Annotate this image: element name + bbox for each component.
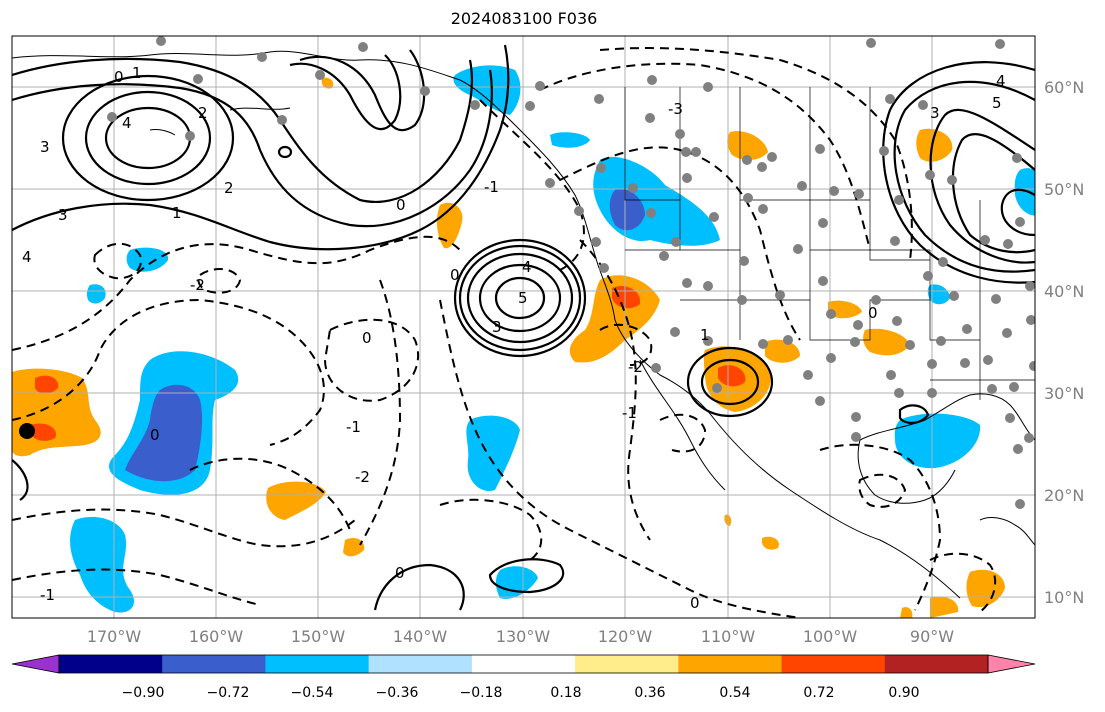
contour-label: 4 (522, 258, 532, 276)
lat-label: 10°N (1044, 588, 1084, 607)
contour-label: -2 (628, 358, 643, 376)
contour-label: 4 (996, 72, 1006, 90)
contour-label: -3 (668, 100, 683, 118)
contour-label: 3 (40, 138, 50, 156)
colorbar-segment (678, 655, 783, 673)
station-markers (107, 36, 1035, 509)
lon-label: 150°W (291, 627, 346, 646)
contour-label: -1 (484, 178, 499, 196)
solid-contours (12, 44, 1035, 611)
contour-label: 1 (172, 204, 182, 222)
contour-label: 0 (868, 304, 878, 322)
lat-label: 20°N (1044, 486, 1084, 505)
contour-label: 1 (700, 326, 710, 344)
map-frame (11, 35, 1036, 619)
contour-labels: 0 1 4 3 2 3 4 2 1 0 4 5 3 0 1 0 -2 0 -1 … (22, 64, 1006, 612)
colorbar-extension-low (11, 654, 60, 674)
contour-label: -1 (40, 586, 55, 604)
colorbar-tick-labels: −0.90 −0.72 −0.54 −0.36 −0.18 0.18 0.36 … (122, 685, 920, 701)
colorbar-segment (781, 655, 886, 673)
colorbar-segment (59, 655, 163, 673)
contour-label: 0 (114, 68, 124, 86)
contour-label: 1 (132, 64, 142, 82)
colorbar-segment (884, 655, 989, 673)
contour-label: 2 (224, 179, 234, 197)
colorbar-tick-label: −0.54 (291, 685, 334, 701)
contour-label: -2 (355, 468, 370, 486)
contour-label: 0 (396, 196, 406, 214)
contour-label: -1 (346, 418, 361, 436)
chart-title: 2024083100 F036 (450, 9, 598, 28)
colorbar-segment (265, 655, 370, 673)
colorbar-tick-label: 0.90 (888, 685, 919, 701)
contour-label: -1 (622, 404, 637, 422)
contour-label: 0 (150, 426, 160, 444)
lon-label: 90°W (910, 627, 954, 646)
contour-label: 3 (492, 318, 502, 336)
colorbar-tick-label: −0.90 (122, 685, 165, 701)
colorbar-segment (471, 655, 576, 673)
colorbar-tick-label: 0.72 (803, 685, 834, 701)
lat-label: 50°N (1044, 180, 1084, 199)
colorbar-tick-label: 0.36 (634, 685, 665, 701)
colorbar-tick-label: −0.36 (376, 685, 419, 701)
colorbar-tick-label: 0.18 (550, 685, 581, 701)
colorbar-tick-label: −0.18 (460, 685, 503, 701)
contour-label: 3 (58, 206, 68, 224)
colorbar-tick-label: −0.72 (207, 685, 250, 701)
contour-label: 0 (690, 594, 700, 612)
lon-label: 140°W (393, 627, 448, 646)
lon-label: 170°W (87, 627, 142, 646)
colorbar (11, 654, 1036, 674)
colorbar-frame (58, 654, 989, 674)
contour-label: 3 (930, 104, 940, 122)
colorbar-extension-high (987, 654, 1036, 674)
colorbar-segment (162, 655, 266, 673)
longitude-axis: 170°W 160°W 150°W 140°W 130°W 120°W 110°… (87, 627, 954, 646)
lon-label: 120°W (598, 627, 653, 646)
tropical-cyclone-marker (19, 423, 35, 439)
contour-label: -2 (190, 276, 205, 294)
colorbar-segment (368, 655, 473, 673)
contour-label: 5 (518, 289, 528, 307)
lon-label: 130°W (496, 627, 551, 646)
contour-label: 0 (362, 329, 372, 347)
latitude-axis: 60°N 50°N 40°N 30°N 20°N 10°N (1044, 78, 1084, 607)
colorbar-segment (575, 655, 679, 673)
contour-label: 4 (22, 248, 32, 266)
colorbar-tick-label: 0.54 (719, 685, 750, 701)
contour-label: 0 (450, 266, 460, 284)
lon-label: 160°W (189, 627, 244, 646)
lon-label: 100°W (803, 627, 858, 646)
contour-label: 0 (395, 564, 405, 582)
lon-label: 110°W (701, 627, 756, 646)
positive-shading (12, 77, 1005, 618)
dashed-contours (12, 47, 997, 618)
contour-label: 2 (198, 104, 208, 122)
lat-label: 60°N (1044, 78, 1084, 97)
contour-label: 5 (992, 94, 1002, 112)
lat-label: 30°N (1044, 384, 1084, 403)
contour-label: 4 (122, 114, 132, 132)
lat-label: 40°N (1044, 282, 1084, 301)
